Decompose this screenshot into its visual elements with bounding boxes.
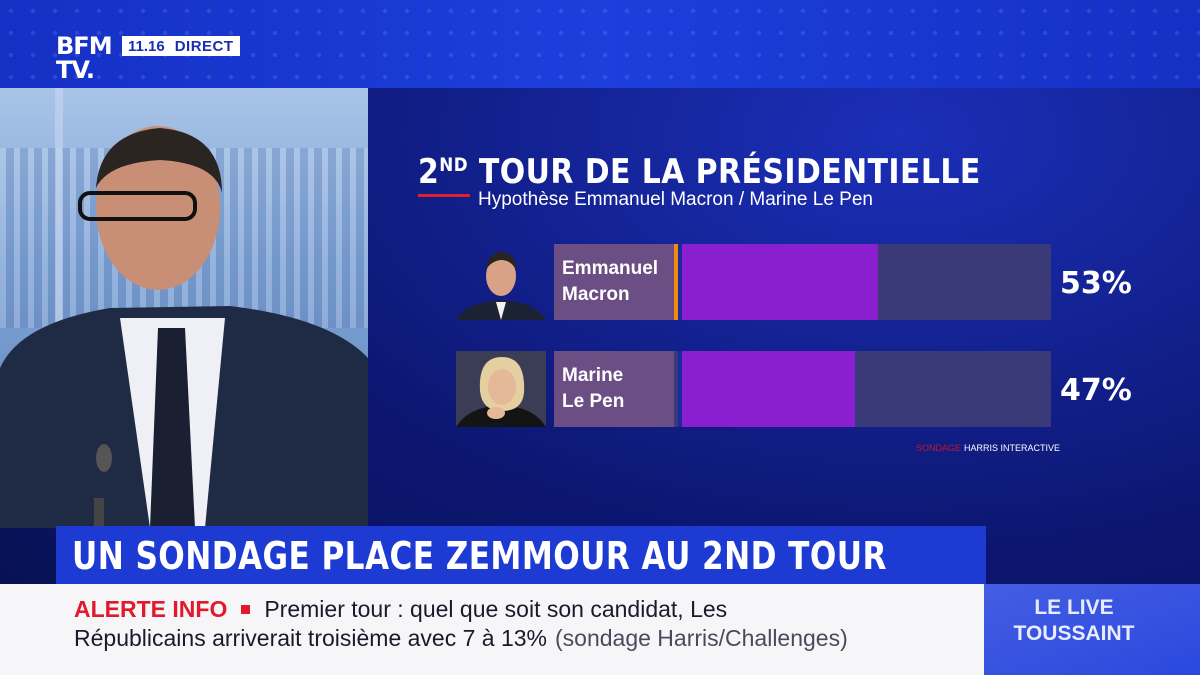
clock-time: 11.16 (128, 37, 165, 55)
bar-le-pen (682, 351, 855, 427)
bar-label-background (554, 244, 674, 320)
label-first-name: Marine (562, 365, 624, 386)
bar-label-background (554, 351, 674, 427)
bar-label-le-pen: Marine Le Pen (562, 363, 672, 415)
bar-row-le-pen: Marine Le Pen 47% (456, 351, 1156, 427)
portrait-le-pen (456, 351, 546, 427)
bar-divider (678, 244, 682, 320)
label-last-name: Le Pen (562, 391, 625, 412)
bar-label-macron: Emmanuel Macron (562, 256, 672, 308)
bar-divider (678, 351, 682, 427)
source-name: HARRIS INTERACTIVE (964, 443, 1061, 453)
alert-bullet-icon (241, 604, 251, 614)
show-name-line2: TOUSSAINT (1013, 622, 1135, 645)
poll-source: SONDAGE HARRIS INTERACTIVE (916, 443, 1060, 453)
live-indicator: 11.16 DIRECT (122, 36, 240, 56)
show-name-line1: LE LIVE (1034, 596, 1114, 619)
title-accent-rule (418, 194, 470, 197)
ticker-line-2: Républicains arriverait troisième avec 7… (74, 625, 848, 652)
chart-subtitle: Hypothèse Emmanuel Macron / Marine Le Pe… (478, 189, 873, 210)
studio-video (0, 88, 368, 528)
label-first-name: Emmanuel (562, 258, 659, 279)
value-label-macron: 53% (1060, 266, 1132, 301)
label-last-name: Macron (562, 284, 630, 305)
bar-macron (682, 244, 878, 320)
chart-title: 2ND TOUR DE LA PRÉSIDENTIELLE (418, 152, 981, 192)
logo-line2: TV. (56, 56, 95, 84)
live-label: DIRECT (174, 37, 234, 55)
headline-banner (56, 526, 986, 584)
presenter-figure (0, 126, 368, 528)
alert-label: ALERTE INFO (74, 596, 228, 622)
value-label-le-pen: 47% (1060, 373, 1132, 408)
ticker-text-1: Premier tour : quel que soit son candida… (264, 596, 728, 622)
source-label: SONDAGE (916, 443, 962, 453)
headline-text: UN SONDAGE PLACE ZEMMOUR AU 2ND TOUR (72, 534, 887, 578)
logo-line1: BFM (56, 32, 113, 60)
window-frame (55, 88, 63, 528)
ticker-line-1: ALERTE INFO Premier tour : quel que soit … (74, 596, 727, 623)
ticker-source-note: (sondage Harris/Challenges) (555, 625, 848, 651)
portrait-macron (456, 252, 546, 320)
show-name-box: LE LIVE TOUSSAINT (984, 584, 1200, 675)
news-ticker (0, 584, 984, 675)
ticker-text-2: Républicains arriverait troisième avec 7… (74, 625, 547, 651)
channel-logo: BFM TV. (56, 34, 114, 86)
bar-row-macron: Emmanuel Macron 53% (456, 244, 1156, 320)
